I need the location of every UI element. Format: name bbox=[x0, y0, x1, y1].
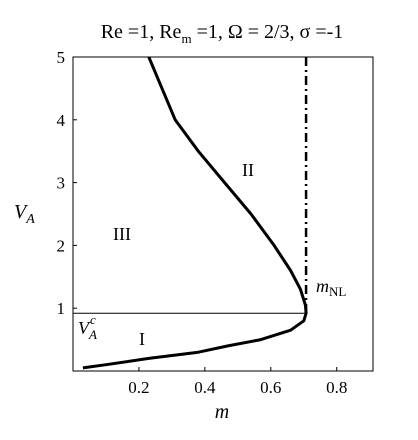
plot-frame bbox=[72, 56, 374, 372]
region-label: I bbox=[139, 329, 145, 349]
title-part: m bbox=[181, 31, 191, 46]
x-axis-label: m bbox=[215, 401, 229, 423]
region-label: II bbox=[242, 160, 254, 180]
x-tick-label: 0.8 bbox=[326, 378, 347, 397]
y-tick-label: 3 bbox=[57, 174, 66, 193]
y-tick-label: 1 bbox=[57, 299, 66, 318]
label-part: m bbox=[316, 276, 329, 296]
label-part: V bbox=[14, 201, 29, 223]
x-tick-label: 0.4 bbox=[194, 378, 216, 397]
label-part: NL bbox=[329, 284, 346, 299]
label-part: V bbox=[78, 318, 91, 338]
title-part: Re =1, Re bbox=[101, 21, 182, 43]
annotation: VAc bbox=[78, 312, 97, 342]
title-part: =1, Ω = 2/3, σ =-1 bbox=[192, 21, 344, 43]
y-tick-label: 5 bbox=[57, 48, 66, 67]
label-part: A bbox=[88, 327, 97, 342]
region-label: III bbox=[113, 224, 131, 244]
y-axis-label: VA bbox=[14, 201, 35, 227]
label-part: c bbox=[90, 312, 96, 327]
annotation: mNL bbox=[316, 276, 346, 299]
y-tick-label: 2 bbox=[57, 236, 66, 255]
chart-title: Re =1, Rem =1, Ω = 2/3, σ =-1 bbox=[101, 21, 344, 46]
label-part: A bbox=[25, 212, 35, 227]
curve bbox=[82, 56, 308, 370]
x-tick-label: 0.6 bbox=[260, 378, 281, 397]
x-tick-label: 0.2 bbox=[128, 378, 149, 397]
y-tick-label: 4 bbox=[57, 111, 66, 130]
